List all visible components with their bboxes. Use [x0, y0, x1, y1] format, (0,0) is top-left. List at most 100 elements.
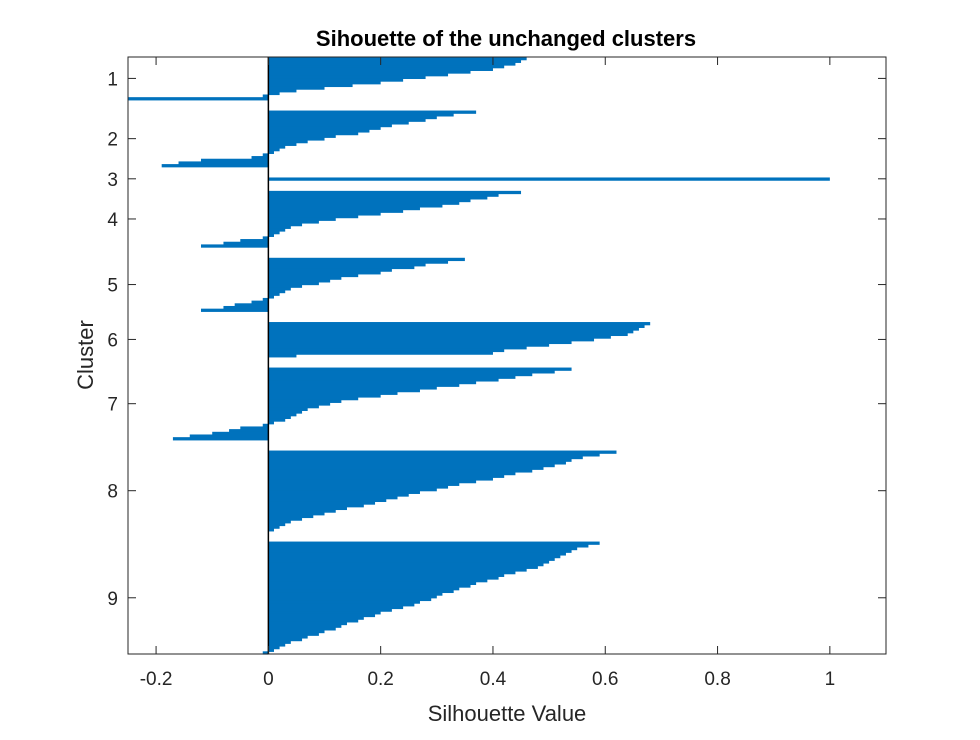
silhouette-bar	[268, 340, 572, 345]
silhouette-bar	[268, 228, 286, 232]
x-axis-label: Silhouette Value	[428, 701, 587, 726]
y-tick-label: 6	[107, 330, 118, 351]
silhouette-bar	[268, 396, 359, 401]
silhouette-bar	[251, 300, 269, 304]
silhouette-bar	[268, 498, 387, 503]
silhouette-bar	[268, 65, 505, 69]
silhouette-bar	[268, 488, 437, 492]
axes-box	[127, 56, 887, 655]
y-axis-label: Cluster	[73, 320, 98, 390]
silhouette-bar	[268, 115, 437, 120]
silhouette-bar	[262, 651, 269, 655]
silhouette-bar	[262, 423, 269, 428]
silhouette-bar	[268, 142, 297, 146]
silhouette-bar	[268, 504, 364, 508]
silhouette-bar	[268, 490, 420, 494]
silhouette-bar	[268, 86, 325, 90]
silhouette-bar	[268, 57, 527, 61]
silhouette-bar	[268, 474, 505, 478]
silhouette-bar	[268, 148, 280, 152]
silhouette-bar	[262, 236, 269, 240]
silhouette-bar	[268, 351, 493, 355]
silhouette-bar	[268, 59, 522, 63]
silhouette-bar	[268, 587, 460, 591]
silhouette-bar	[240, 426, 269, 430]
silhouette-bar	[268, 413, 297, 417]
silhouette-bar	[268, 605, 404, 610]
y-tick-label: 3	[107, 170, 118, 191]
y-tick-label: 4	[107, 210, 118, 231]
silhouette-bar	[268, 73, 449, 77]
silhouette-bar	[268, 139, 308, 144]
silhouette-bar	[268, 640, 291, 644]
x-tick-label: 0.2	[367, 669, 393, 690]
silhouette-bar	[268, 338, 595, 342]
silhouette-bar	[268, 81, 381, 85]
silhouette-bar	[178, 161, 269, 165]
silhouette-bar	[268, 91, 280, 96]
x-tick-label: 0	[263, 669, 274, 690]
silhouette-bar	[268, 233, 274, 237]
silhouette-bar	[268, 469, 533, 473]
silhouette-bar	[268, 522, 286, 527]
silhouette-bar	[268, 193, 499, 197]
silhouette-bar	[268, 466, 544, 470]
silhouette-bar	[268, 399, 342, 403]
silhouette-bar	[268, 407, 308, 411]
silhouette-bar	[268, 295, 274, 299]
silhouette-bar	[268, 212, 381, 216]
silhouette-bar	[268, 418, 286, 422]
silhouette-bar	[268, 123, 392, 128]
y-tick-label: 9	[107, 589, 118, 610]
silhouette-bar	[268, 327, 639, 331]
silhouette-bar	[268, 190, 522, 195]
silhouette-bar	[268, 528, 274, 532]
silhouette-bar	[212, 431, 269, 436]
silhouette-bar	[268, 603, 415, 607]
silhouette-bar	[268, 619, 359, 623]
silhouette-bar	[268, 348, 505, 353]
silhouette-bar	[268, 217, 336, 221]
silhouette-bar	[268, 394, 381, 398]
silhouette-bar	[268, 137, 325, 141]
y-ticks-layer: 1 2 3 4 5 6 7 8 9	[107, 69, 886, 610]
silhouette-bar	[268, 75, 426, 80]
silhouette-bar	[268, 134, 336, 138]
silhouette-bar	[268, 265, 415, 270]
silhouette-bar	[268, 383, 460, 387]
silhouette-bar	[268, 268, 392, 272]
silhouette-bar	[262, 94, 269, 98]
silhouette-bar	[268, 453, 600, 457]
silhouette-bar	[268, 595, 437, 599]
silhouette-bar	[268, 378, 499, 382]
y-tick-label: 2	[107, 130, 118, 151]
silhouette-bar	[268, 611, 381, 615]
silhouette-bar	[268, 600, 420, 604]
silhouette-bar	[268, 402, 331, 406]
y-tick-label: 1	[107, 69, 118, 90]
silhouette-bar	[268, 271, 381, 275]
silhouette-bar	[128, 97, 269, 101]
silhouette-bar	[268, 287, 291, 291]
silhouette-bar	[268, 78, 404, 82]
silhouette-bar	[268, 549, 572, 553]
silhouette-bar	[268, 613, 376, 618]
silhouette-bar	[268, 322, 651, 326]
silhouette-bar	[268, 118, 426, 122]
silhouette-bar	[268, 450, 617, 454]
silhouette-bar	[268, 121, 409, 125]
silhouette-bar	[268, 581, 477, 585]
silhouette-bar	[268, 391, 398, 395]
silhouette-bar	[268, 584, 471, 588]
y-tick-label: 5	[107, 276, 118, 297]
silhouette-bar	[268, 222, 303, 227]
silhouette-bar	[223, 305, 269, 310]
silhouette-bar	[268, 645, 280, 650]
silhouette-bar	[161, 164, 269, 168]
silhouette-bar	[229, 429, 269, 433]
silhouette-bar	[268, 552, 566, 556]
silhouette-bar	[268, 458, 572, 462]
silhouette-bar	[268, 220, 319, 224]
silhouette-bar	[268, 506, 347, 511]
